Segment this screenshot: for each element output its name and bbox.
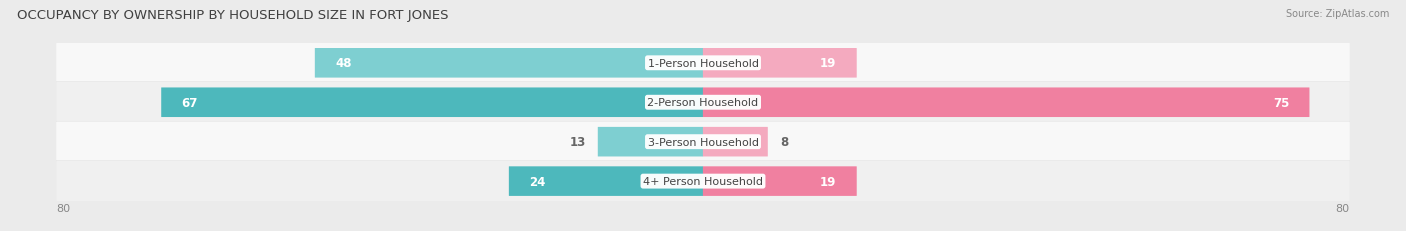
Text: 4+ Person Household: 4+ Person Household — [643, 176, 763, 186]
Text: 13: 13 — [569, 136, 586, 149]
FancyBboxPatch shape — [315, 49, 703, 78]
FancyBboxPatch shape — [598, 127, 703, 157]
Text: 2-Person Household: 2-Person Household — [647, 98, 759, 108]
Text: 24: 24 — [529, 175, 546, 188]
FancyBboxPatch shape — [509, 167, 703, 196]
FancyBboxPatch shape — [56, 122, 1350, 162]
FancyBboxPatch shape — [703, 167, 856, 196]
Text: 19: 19 — [820, 175, 837, 188]
Text: Source: ZipAtlas.com: Source: ZipAtlas.com — [1285, 9, 1389, 19]
Text: 75: 75 — [1272, 96, 1289, 109]
Text: 8: 8 — [780, 136, 787, 149]
Text: 19: 19 — [820, 57, 837, 70]
Text: 3-Person Household: 3-Person Household — [648, 137, 758, 147]
Text: 67: 67 — [181, 96, 198, 109]
Text: 80: 80 — [1336, 203, 1350, 213]
Text: 48: 48 — [335, 57, 352, 70]
FancyBboxPatch shape — [56, 161, 1350, 202]
FancyBboxPatch shape — [56, 43, 1350, 84]
Text: 1-Person Household: 1-Person Household — [648, 58, 758, 69]
FancyBboxPatch shape — [703, 127, 768, 157]
Text: 80: 80 — [56, 203, 70, 213]
FancyBboxPatch shape — [56, 82, 1350, 123]
FancyBboxPatch shape — [703, 49, 856, 78]
FancyBboxPatch shape — [162, 88, 703, 118]
Text: OCCUPANCY BY OWNERSHIP BY HOUSEHOLD SIZE IN FORT JONES: OCCUPANCY BY OWNERSHIP BY HOUSEHOLD SIZE… — [17, 9, 449, 22]
FancyBboxPatch shape — [703, 88, 1309, 118]
